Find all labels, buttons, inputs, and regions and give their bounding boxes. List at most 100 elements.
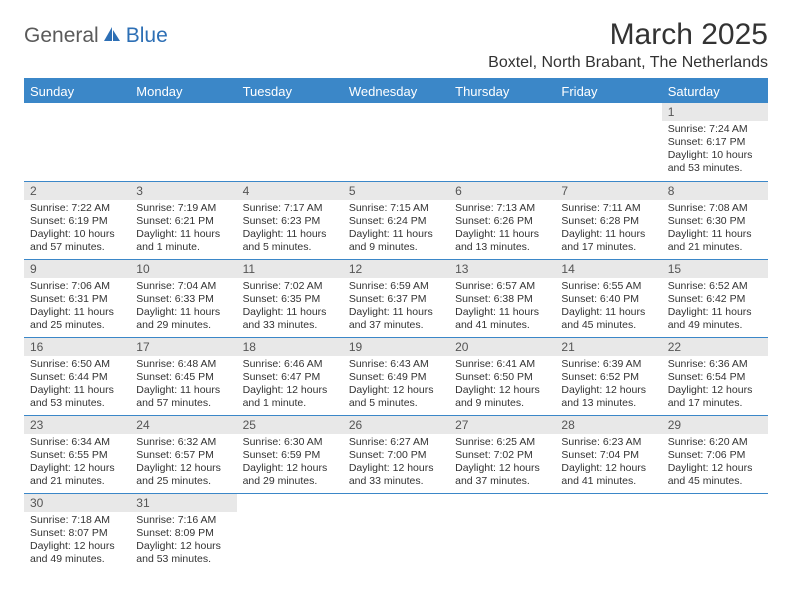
sunrise-text: Sunrise: 6:57 AM: [455, 280, 549, 293]
daylight-text: Daylight: 12 hours and 9 minutes.: [455, 384, 549, 410]
sunrise-text: Sunrise: 6:30 AM: [243, 436, 337, 449]
day-number: 7: [555, 182, 661, 200]
calendar-body: 1Sunrise: 7:24 AMSunset: 6:17 PMDaylight…: [24, 103, 768, 571]
sunset-text: Sunset: 6:44 PM: [30, 371, 124, 384]
day-data: Sunrise: 7:19 AMSunset: 6:21 PMDaylight:…: [130, 200, 236, 259]
daylight-text: Daylight: 11 hours and 29 minutes.: [136, 306, 230, 332]
sunset-text: Sunset: 6:31 PM: [30, 293, 124, 306]
calendar-cell: 2Sunrise: 7:22 AMSunset: 6:19 PMDaylight…: [24, 181, 130, 259]
day-data: Sunrise: 7:06 AMSunset: 6:31 PMDaylight:…: [24, 278, 130, 337]
day-header: Wednesday: [343, 80, 449, 103]
day-data: Sunrise: 6:27 AMSunset: 7:00 PMDaylight:…: [343, 434, 449, 493]
sunset-text: Sunset: 6:49 PM: [349, 371, 443, 384]
day-number: 11: [237, 260, 343, 278]
day-header: Thursday: [449, 80, 555, 103]
day-data: Sunrise: 7:08 AMSunset: 6:30 PMDaylight:…: [662, 200, 768, 259]
calendar-cell: 17Sunrise: 6:48 AMSunset: 6:45 PMDayligh…: [130, 337, 236, 415]
calendar-cell: 14Sunrise: 6:55 AMSunset: 6:40 PMDayligh…: [555, 259, 661, 337]
calendar-cell: 25Sunrise: 6:30 AMSunset: 6:59 PMDayligh…: [237, 415, 343, 493]
sunrise-text: Sunrise: 7:22 AM: [30, 202, 124, 215]
calendar-cell: 26Sunrise: 6:27 AMSunset: 7:00 PMDayligh…: [343, 415, 449, 493]
sunrise-text: Sunrise: 6:52 AM: [668, 280, 762, 293]
day-number: 19: [343, 338, 449, 356]
calendar-row: 2Sunrise: 7:22 AMSunset: 6:19 PMDaylight…: [24, 181, 768, 259]
sunrise-text: Sunrise: 6:27 AM: [349, 436, 443, 449]
sunset-text: Sunset: 7:02 PM: [455, 449, 549, 462]
calendar-cell: 30Sunrise: 7:18 AMSunset: 8:07 PMDayligh…: [24, 493, 130, 571]
calendar-cell: 7Sunrise: 7:11 AMSunset: 6:28 PMDaylight…: [555, 181, 661, 259]
day-header-row: Sunday Monday Tuesday Wednesday Thursday…: [24, 80, 768, 103]
logo-text-general: General: [24, 24, 99, 48]
calendar-cell: 1Sunrise: 7:24 AMSunset: 6:17 PMDaylight…: [662, 103, 768, 181]
calendar-cell: 10Sunrise: 7:04 AMSunset: 6:33 PMDayligh…: [130, 259, 236, 337]
day-number: 20: [449, 338, 555, 356]
day-data: Sunrise: 6:55 AMSunset: 6:40 PMDaylight:…: [555, 278, 661, 337]
title-block: March 2025 Boxtel, North Brabant, The Ne…: [488, 18, 768, 72]
day-data: Sunrise: 6:25 AMSunset: 7:02 PMDaylight:…: [449, 434, 555, 493]
calendar-cell: 18Sunrise: 6:46 AMSunset: 6:47 PMDayligh…: [237, 337, 343, 415]
calendar-cell: 24Sunrise: 6:32 AMSunset: 6:57 PMDayligh…: [130, 415, 236, 493]
day-number: 10: [130, 260, 236, 278]
sunrise-text: Sunrise: 6:55 AM: [561, 280, 655, 293]
sunrise-text: Sunrise: 7:15 AM: [349, 202, 443, 215]
sunrise-text: Sunrise: 6:23 AM: [561, 436, 655, 449]
day-data: Sunrise: 6:59 AMSunset: 6:37 PMDaylight:…: [343, 278, 449, 337]
calendar-cell: [555, 493, 661, 571]
calendar-cell: [662, 493, 768, 571]
day-data: Sunrise: 7:15 AMSunset: 6:24 PMDaylight:…: [343, 200, 449, 259]
day-number: 6: [449, 182, 555, 200]
day-data: Sunrise: 6:52 AMSunset: 6:42 PMDaylight:…: [662, 278, 768, 337]
sunrise-text: Sunrise: 6:43 AM: [349, 358, 443, 371]
day-number: 14: [555, 260, 661, 278]
day-data: Sunrise: 6:41 AMSunset: 6:50 PMDaylight:…: [449, 356, 555, 415]
daylight-text: Daylight: 12 hours and 49 minutes.: [30, 540, 124, 566]
day-data: Sunrise: 7:11 AMSunset: 6:28 PMDaylight:…: [555, 200, 661, 259]
sunrise-text: Sunrise: 7:19 AM: [136, 202, 230, 215]
day-number: 26: [343, 416, 449, 434]
sunrise-text: Sunrise: 6:50 AM: [30, 358, 124, 371]
sunset-text: Sunset: 6:28 PM: [561, 215, 655, 228]
day-data: Sunrise: 6:50 AMSunset: 6:44 PMDaylight:…: [24, 356, 130, 415]
day-number: 16: [24, 338, 130, 356]
sunset-text: Sunset: 7:06 PM: [668, 449, 762, 462]
daylight-text: Daylight: 12 hours and 29 minutes.: [243, 462, 337, 488]
sunset-text: Sunset: 6:50 PM: [455, 371, 549, 384]
day-number: 24: [130, 416, 236, 434]
day-data: Sunrise: 7:22 AMSunset: 6:19 PMDaylight:…: [24, 200, 130, 259]
day-number: 3: [130, 182, 236, 200]
sunrise-text: Sunrise: 7:06 AM: [30, 280, 124, 293]
calendar-cell: 21Sunrise: 6:39 AMSunset: 6:52 PMDayligh…: [555, 337, 661, 415]
calendar-cell: 22Sunrise: 6:36 AMSunset: 6:54 PMDayligh…: [662, 337, 768, 415]
daylight-text: Daylight: 11 hours and 37 minutes.: [349, 306, 443, 332]
day-number: 29: [662, 416, 768, 434]
daylight-text: Daylight: 11 hours and 33 minutes.: [243, 306, 337, 332]
daylight-text: Daylight: 12 hours and 45 minutes.: [668, 462, 762, 488]
sunset-text: Sunset: 8:07 PM: [30, 527, 124, 540]
daylight-text: Daylight: 12 hours and 53 minutes.: [136, 540, 230, 566]
day-data: Sunrise: 6:43 AMSunset: 6:49 PMDaylight:…: [343, 356, 449, 415]
sunrise-text: Sunrise: 7:02 AM: [243, 280, 337, 293]
sunrise-text: Sunrise: 6:39 AM: [561, 358, 655, 371]
calendar-cell: 11 Sunrise: 7:02 AMSunset: 6:35 PMDayligh…: [237, 259, 343, 337]
daylight-text: Daylight: 12 hours and 21 minutes.: [30, 462, 124, 488]
daylight-text: Daylight: 10 hours and 57 minutes.: [30, 228, 124, 254]
sunrise-text: Sunrise: 7:11 AM: [561, 202, 655, 215]
sunrise-text: Sunrise: 7:17 AM: [243, 202, 337, 215]
location-text: Boxtel, North Brabant, The Netherlands: [488, 54, 768, 72]
day-number: 31: [130, 494, 236, 512]
calendar-row: 16Sunrise: 6:50 AMSunset: 6:44 PMDayligh…: [24, 337, 768, 415]
calendar-cell: 4Sunrise: 7:17 AMSunset: 6:23 PMDaylight…: [237, 181, 343, 259]
day-number: 23: [24, 416, 130, 434]
sunset-text: Sunset: 6:23 PM: [243, 215, 337, 228]
day-data: Sunrise: 6:57 AMSunset: 6:38 PMDaylight:…: [449, 278, 555, 337]
sunrise-text: Sunrise: 7:04 AM: [136, 280, 230, 293]
sunset-text: Sunset: 6:35 PM: [243, 293, 337, 306]
sunset-text: Sunset: 6:40 PM: [561, 293, 655, 306]
day-number: 21: [555, 338, 661, 356]
calendar-cell: 6Sunrise: 7:13 AMSunset: 6:26 PMDaylight…: [449, 181, 555, 259]
daylight-text: Daylight: 11 hours and 53 minutes.: [30, 384, 124, 410]
day-number: 5: [343, 182, 449, 200]
day-number: 12: [343, 260, 449, 278]
day-data: Sunrise: 6:46 AMSunset: 6:47 PMDaylight:…: [237, 356, 343, 415]
day-data: Sunrise: 6:20 AMSunset: 7:06 PMDaylight:…: [662, 434, 768, 493]
